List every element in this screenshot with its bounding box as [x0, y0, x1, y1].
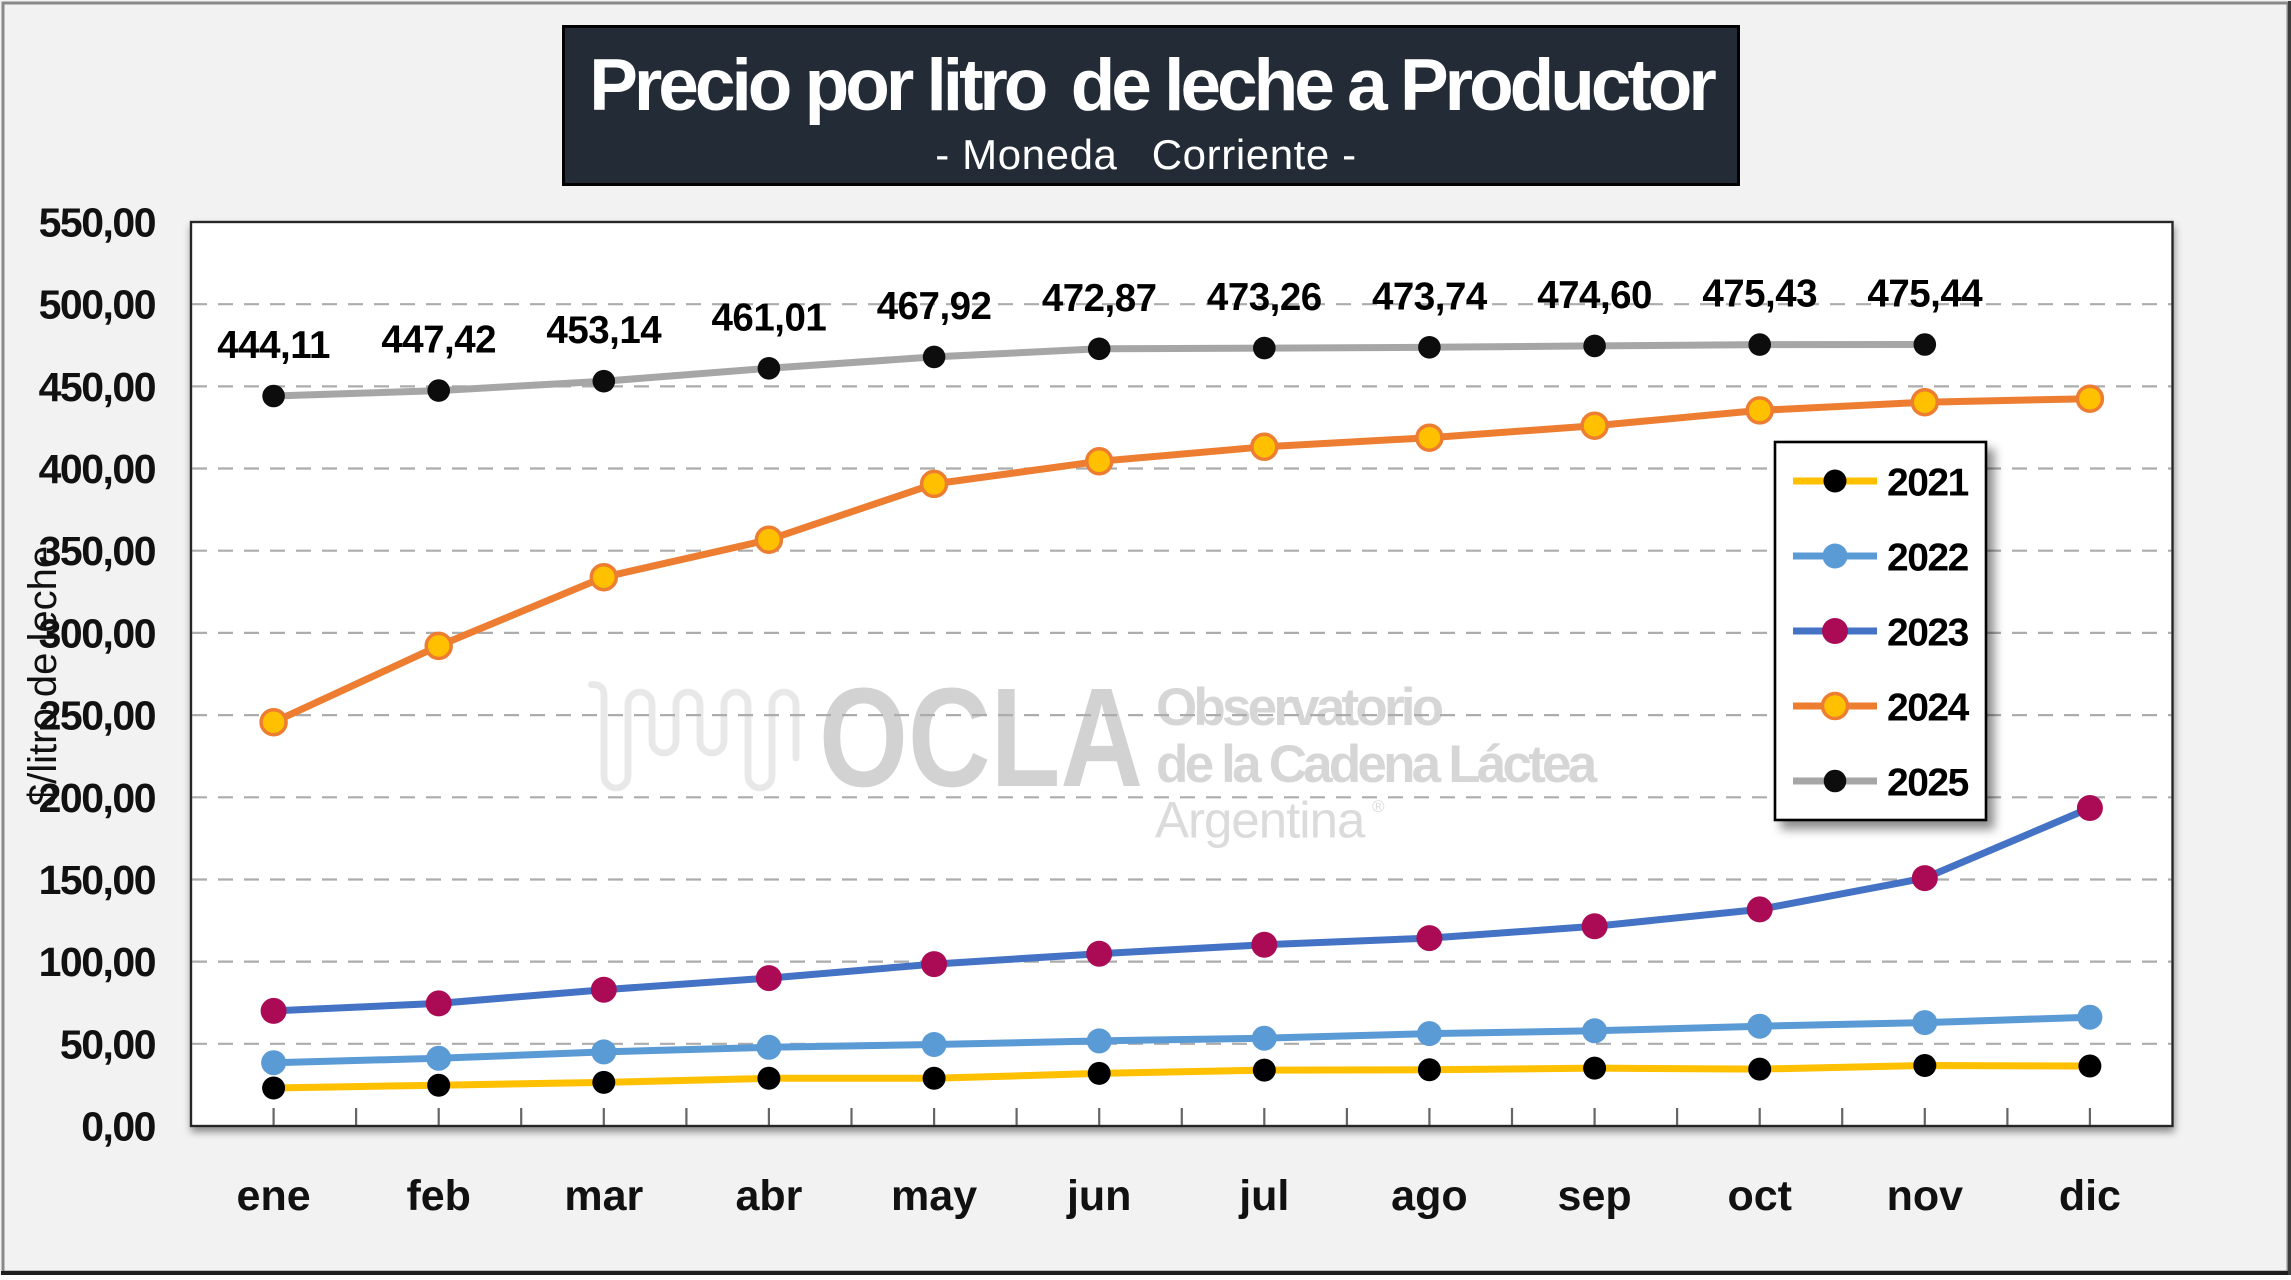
svg-text:2024: 2024 [1887, 687, 1970, 730]
svg-text:447,42: 447,42 [381, 319, 496, 362]
svg-text:500,00: 500,00 [39, 282, 156, 328]
svg-text:de la Cadena Láctea: de la Cadena Láctea [1156, 735, 1598, 794]
svg-text:475,43: 475,43 [1702, 273, 1817, 316]
svg-text:350,00: 350,00 [39, 528, 156, 574]
svg-text:473,74: 473,74 [1372, 275, 1488, 318]
svg-text:ene: ene [237, 1172, 311, 1220]
svg-text:- Moneda Corriente -: - Moneda Corriente - [935, 131, 1357, 178]
svg-text:475,44: 475,44 [1867, 273, 1983, 316]
svg-text:dic: dic [2059, 1172, 2121, 1220]
svg-text:461,01: 461,01 [712, 296, 827, 339]
svg-text:feb: feb [406, 1172, 471, 1220]
svg-text:474,60: 474,60 [1537, 274, 1652, 317]
svg-text:®: ® [1372, 797, 1385, 816]
svg-text:2023: 2023 [1887, 612, 1969, 655]
svg-text:472,87: 472,87 [1042, 277, 1157, 320]
svg-text:200,00: 200,00 [39, 775, 156, 821]
svg-text:2021: 2021 [1887, 462, 1969, 505]
svg-text:100,00: 100,00 [39, 939, 156, 985]
svg-text:oct: oct [1727, 1172, 1792, 1220]
svg-text:473,26: 473,26 [1207, 276, 1322, 319]
svg-text:$/litro de leche: $/litro de leche [21, 546, 65, 806]
svg-text:mar: mar [564, 1172, 643, 1220]
svg-text:may: may [891, 1172, 977, 1220]
svg-text:jul: jul [1238, 1172, 1289, 1220]
svg-text:sep: sep [1558, 1172, 1632, 1220]
svg-text:550,00: 550,00 [39, 200, 156, 246]
svg-text:50,00: 50,00 [60, 1021, 156, 1067]
svg-text:nov: nov [1887, 1172, 1964, 1220]
svg-text:400,00: 400,00 [39, 446, 156, 492]
svg-text:467,92: 467,92 [877, 285, 992, 328]
svg-text:Argentina: Argentina [1155, 792, 1366, 849]
svg-text:ago: ago [1391, 1172, 1467, 1220]
svg-text:300,00: 300,00 [39, 610, 156, 656]
svg-text:Observatorio: Observatorio [1156, 678, 1443, 737]
svg-text:444,11: 444,11 [217, 324, 330, 367]
svg-text:jun: jun [1066, 1172, 1131, 1220]
svg-text:OCLA: OCLA [819, 658, 1143, 816]
svg-text:Precio por litro de leche a Pr: Precio por litro de leche a Productor [589, 45, 1716, 126]
svg-text:450,00: 450,00 [39, 364, 156, 410]
svg-text:0,00: 0,00 [81, 1104, 155, 1150]
svg-text:453,14: 453,14 [546, 309, 662, 352]
svg-text:abr: abr [735, 1172, 802, 1220]
svg-text:2025: 2025 [1887, 762, 1969, 805]
svg-text:2022: 2022 [1887, 537, 1969, 580]
svg-text:150,00: 150,00 [39, 857, 156, 903]
svg-text:250,00: 250,00 [39, 693, 156, 739]
